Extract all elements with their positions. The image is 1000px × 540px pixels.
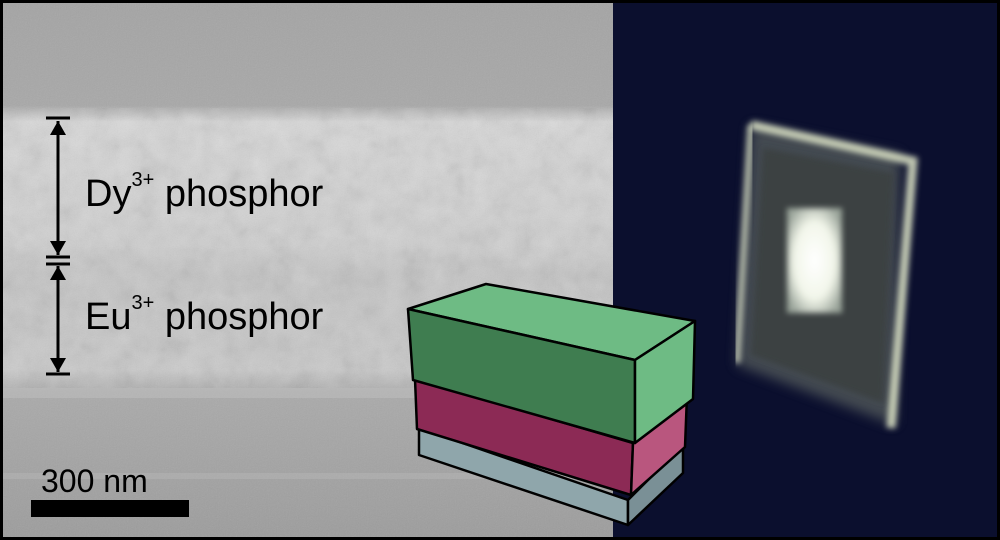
layer-stack-schematic — [406, 282, 697, 527]
scale-bar — [31, 500, 189, 517]
eu-suffix-text: phosphor — [154, 296, 324, 338]
dy-thickness-arrow — [46, 116, 70, 259]
device-photo — [613, 3, 997, 537]
eu-phosphor-label: Eu3+ phosphor — [85, 293, 324, 338]
eu-charge-text: 3+ — [131, 292, 155, 314]
dy-phosphor-label: Dy3+ phosphor — [85, 170, 324, 215]
dy-element-text: Dy — [85, 173, 132, 215]
dy-charge-text: 3+ — [131, 169, 155, 191]
eu-element-text: Eu — [85, 296, 132, 338]
device-photo-graphic — [613, 3, 997, 537]
dy-layer-side — [633, 319, 697, 445]
scale-bar-label: 300 nm — [41, 463, 148, 499]
eu-thickness-arrow — [46, 262, 70, 376]
dy-suffix-text: phosphor — [154, 173, 324, 215]
annotation-overlay — [31, 116, 697, 527]
emission-spot — [787, 208, 842, 313]
